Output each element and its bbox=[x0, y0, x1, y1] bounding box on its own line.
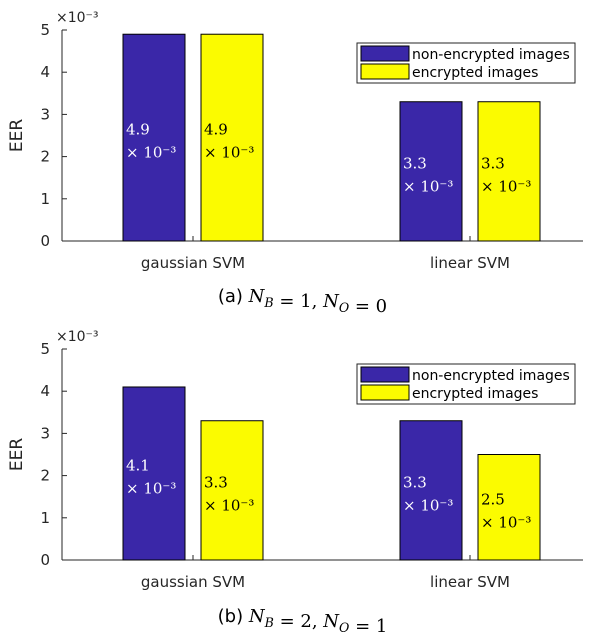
y-tick-label: 1 bbox=[40, 190, 50, 208]
bar-exponent-label: × 10⁻³ bbox=[481, 513, 531, 531]
bar-exponent-label: × 10⁻³ bbox=[204, 496, 254, 514]
x-tick-label: gaussian SVM bbox=[141, 573, 245, 591]
legend-entry: non-encrypted images bbox=[412, 368, 570, 384]
bar-encrypted-gaussian bbox=[200, 420, 264, 561]
x-tick-label: linear SVM bbox=[430, 573, 510, 591]
legend: non-encrypted images encrypted images bbox=[356, 42, 576, 84]
bar-non-encrypted-linear bbox=[399, 101, 463, 242]
y-tick-label: 5 bbox=[40, 21, 50, 39]
y-tick-label: 1 bbox=[40, 509, 50, 527]
legend-entry: encrypted images bbox=[412, 65, 538, 81]
chart-panel-a: 0 1 2 3 4 5 ×10⁻³ EER gaussian SVM 4.9 × 10⁻³ 4.9 × … bbox=[7, 10, 583, 317]
y-tick-label: 3 bbox=[40, 105, 50, 123]
y-tick-label: 2 bbox=[40, 467, 50, 485]
bar-value-label: 2.5 bbox=[481, 490, 505, 508]
bar-exponent-label: × 10⁻³ bbox=[204, 144, 254, 162]
bar-exponent-label: × 10⁻³ bbox=[481, 177, 531, 195]
y-tick-label: 4 bbox=[40, 382, 50, 400]
bar-encrypted-linear bbox=[477, 101, 541, 242]
chart-caption: (b) NB = 2, NO = 1 bbox=[218, 606, 388, 637]
legend-swatch-encrypted bbox=[360, 384, 410, 401]
y-axis-label: EER bbox=[7, 119, 27, 152]
y-exponent-label: ×10⁻³ bbox=[56, 10, 99, 26]
x-tick-label: gaussian SVM bbox=[141, 254, 245, 272]
bar-value-label: 3.3 bbox=[403, 154, 427, 172]
bar-non-encrypted-gaussian bbox=[122, 386, 186, 561]
y-tick-label: 3 bbox=[40, 424, 50, 442]
legend-entry: non-encrypted images bbox=[412, 47, 570, 63]
y-tick-label: 4 bbox=[40, 63, 50, 81]
y-tick-label: 0 bbox=[40, 551, 50, 569]
bar-exponent-label: × 10⁻³ bbox=[126, 479, 176, 497]
legend-swatch-encrypted bbox=[360, 63, 410, 80]
y-exponent-label: ×10⁻³ bbox=[56, 329, 99, 345]
bar-value-label: 3.3 bbox=[204, 473, 228, 491]
bar-encrypted-gaussian bbox=[200, 33, 264, 242]
x-tick-label: linear SVM bbox=[430, 254, 510, 272]
bar-value-label: 4.9 bbox=[204, 121, 228, 139]
legend-swatch-non-encrypted bbox=[360, 45, 410, 62]
y-tick-label: 5 bbox=[40, 340, 50, 358]
bar-non-encrypted-linear bbox=[399, 420, 463, 561]
y-tick-label: 0 bbox=[40, 232, 50, 250]
bar-encrypted-linear bbox=[477, 454, 541, 561]
bar-value-label: 4.9 bbox=[126, 121, 150, 139]
legend: non-encrypted images encrypted images bbox=[356, 363, 576, 405]
bar-value-label: 4.1 bbox=[126, 456, 150, 474]
bar-exponent-label: × 10⁻³ bbox=[126, 144, 176, 162]
chart-caption: (a) NB = 1, NO = 0 bbox=[218, 286, 387, 317]
bar-exponent-label: × 10⁻³ bbox=[403, 496, 453, 514]
y-axis-label: EER bbox=[7, 438, 27, 471]
bar-value-label: 3.3 bbox=[403, 473, 427, 491]
legend-swatch-non-encrypted bbox=[360, 366, 410, 383]
y-tick-label: 2 bbox=[40, 148, 50, 166]
bar-non-encrypted-gaussian bbox=[122, 33, 186, 242]
chart-panel-b: 0 1 2 3 4 5 ×10⁻³ EER gaussian SVM 4.1 × 10⁻³ 3.3 × … bbox=[7, 329, 583, 637]
legend-entry: encrypted images bbox=[412, 386, 538, 402]
bar-value-label: 3.3 bbox=[481, 154, 505, 172]
bar-exponent-label: × 10⁻³ bbox=[403, 177, 453, 195]
